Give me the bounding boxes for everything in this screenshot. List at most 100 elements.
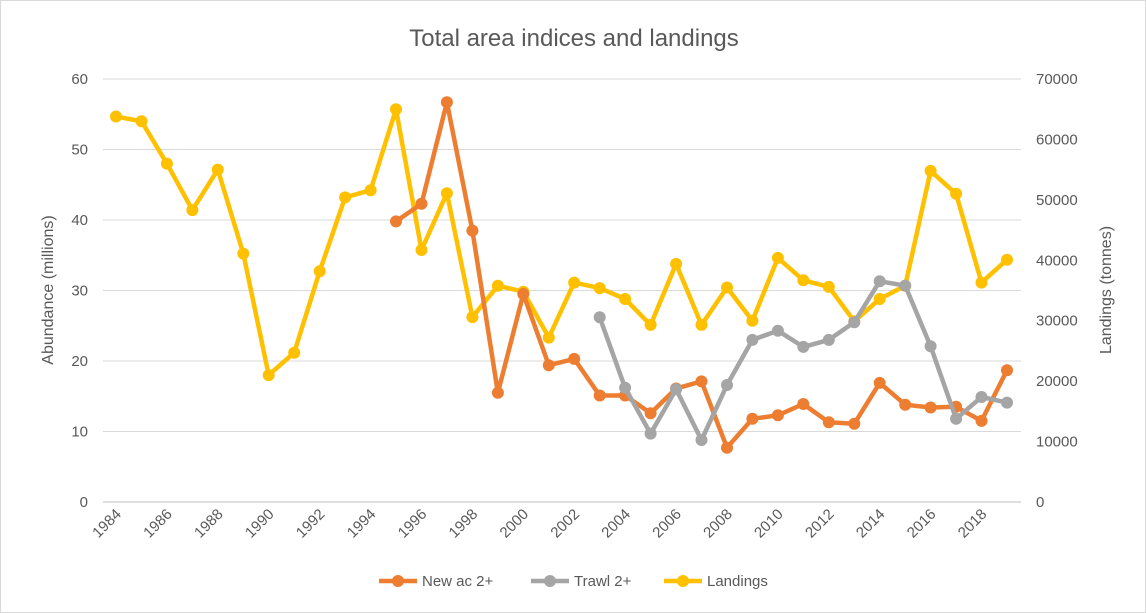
y2-tick-label: 70000: [1036, 71, 1078, 88]
data-point: [695, 318, 708, 331]
legend-item: Trawl 2+: [531, 573, 632, 590]
y2-tick-label: 20000: [1036, 373, 1078, 390]
y-tick-label: 20: [71, 353, 88, 370]
data-point: [110, 110, 122, 123]
data-point: [160, 157, 173, 170]
data-point: [1001, 396, 1013, 409]
data-point: [924, 164, 937, 177]
y-tick-label: 10: [71, 424, 88, 441]
data-point: [517, 288, 530, 300]
data-point: [950, 187, 963, 200]
data-point: [440, 187, 453, 200]
data-point: [975, 414, 988, 427]
data-point: [415, 197, 428, 210]
data-point: [670, 383, 683, 396]
legend-swatch-marker: [677, 575, 689, 587]
legend: New ac 2+ Trawl 2+ Landings: [379, 573, 768, 590]
x-tick-label: 1988: [191, 506, 227, 542]
data-point: [644, 427, 657, 440]
data-point: [568, 352, 581, 365]
x-tick-label: 1992: [293, 506, 329, 542]
x-tick-label: 2016: [904, 506, 940, 542]
legend-item: Landings: [664, 573, 768, 590]
data-point: [619, 381, 632, 394]
legend-label: Landings: [707, 573, 768, 590]
y2-tick-label: 50000: [1036, 192, 1078, 209]
x-axis-ticks: 1984 1986 1988 1990 1992 1994 1996 1998 2000 2002…: [89, 506, 990, 542]
data-point: [262, 369, 275, 382]
x-tick-label: 2018: [955, 506, 991, 542]
data-point: [619, 293, 632, 305]
data-point: [721, 441, 733, 454]
data-point: [822, 280, 835, 293]
data-point: [390, 215, 402, 228]
y2-tick-label: 0: [1036, 494, 1044, 511]
data-point: [568, 276, 581, 289]
data-point: [542, 331, 555, 344]
data-point: [542, 359, 555, 372]
data-point: [924, 340, 937, 353]
data-point: [1001, 364, 1013, 377]
data-point: [924, 401, 937, 414]
data-point: [950, 412, 963, 425]
y-axis-title: Abundance (millions): [40, 215, 57, 364]
x-tick-label: 2000: [497, 506, 533, 542]
chart-title: Total area indices and landings: [409, 25, 739, 52]
data-point: [797, 398, 810, 410]
y2-tick-label: 40000: [1036, 252, 1078, 269]
legend-swatch-marker: [544, 575, 556, 587]
series-trawl-2: [593, 275, 1013, 446]
data-point: [491, 386, 504, 399]
data-point: [211, 163, 224, 176]
right-axis-ticks: 0 10000 20000 30000 40000 50000 60000 70000: [1036, 71, 1078, 511]
y2-tick-label: 30000: [1036, 313, 1078, 330]
data-point: [822, 416, 835, 429]
data-point: [746, 333, 759, 346]
data-point: [593, 311, 606, 324]
y-tick-label: 0: [80, 494, 88, 511]
data-point: [771, 324, 784, 337]
series-group: [110, 96, 1013, 454]
data-point: [1001, 253, 1013, 266]
data-point: [797, 274, 810, 287]
data-point: [873, 376, 886, 389]
legend-swatch-marker: [392, 575, 404, 587]
data-point: [695, 375, 708, 388]
data-point: [721, 379, 733, 391]
data-point: [771, 251, 784, 264]
data-point: [746, 412, 759, 425]
y-tick-label: 60: [71, 71, 88, 88]
x-tick-label: 1998: [446, 506, 482, 542]
y-tick-label: 30: [71, 283, 88, 300]
data-point: [593, 282, 606, 295]
data-point: [466, 311, 479, 324]
data-point: [848, 316, 861, 329]
data-point: [415, 244, 428, 256]
data-point: [339, 191, 352, 204]
gridlines: [103, 78, 1021, 503]
data-point: [491, 279, 504, 292]
data-point: [873, 293, 886, 305]
data-point: [746, 314, 759, 327]
y2-tick-label: 60000: [1036, 131, 1078, 148]
data-point: [644, 318, 657, 331]
data-point: [186, 204, 199, 217]
series-line: [393, 100, 1010, 450]
x-tick-label: 1996: [395, 506, 431, 542]
data-point: [873, 275, 886, 288]
data-point: [288, 346, 301, 359]
data-point: [899, 279, 912, 292]
series-landings: [110, 103, 1013, 382]
data-point: [822, 333, 835, 346]
y2-axis-title: Landings (tonnes): [1098, 226, 1115, 354]
legend-label: New ac 2+: [422, 573, 494, 590]
data-point: [848, 417, 861, 430]
x-tick-label: 1990: [242, 506, 278, 542]
data-point: [899, 398, 912, 411]
data-point: [390, 103, 402, 116]
y-tick-label: 40: [71, 212, 88, 229]
data-point: [975, 276, 988, 289]
data-point: [975, 391, 988, 403]
